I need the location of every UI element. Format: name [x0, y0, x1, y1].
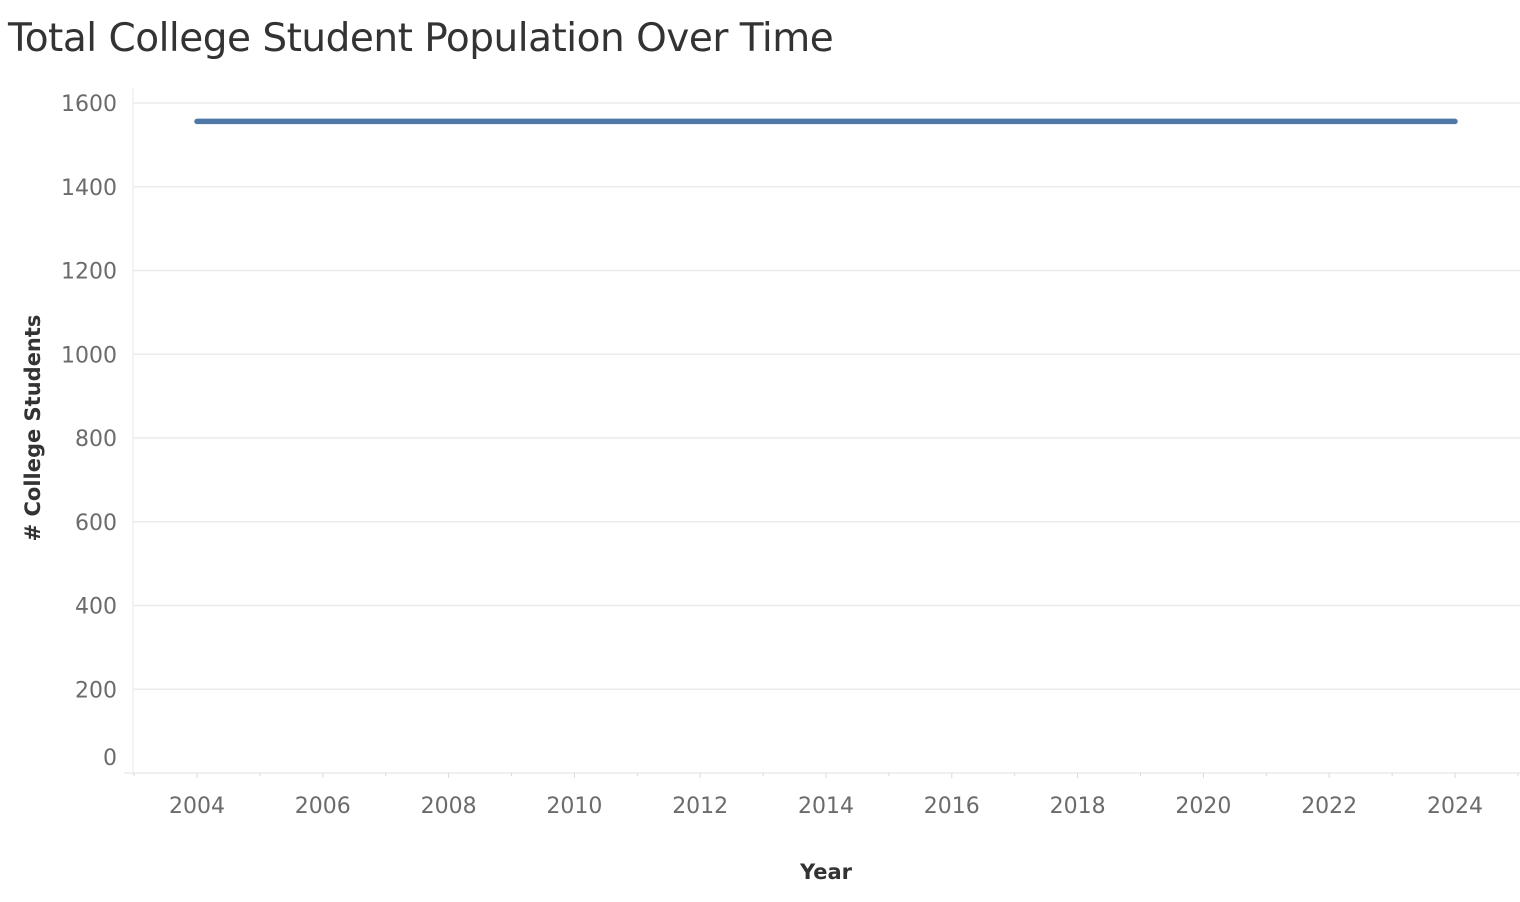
- axes: [124, 88, 1520, 778]
- y-tick-label: 800: [75, 427, 117, 452]
- y-tick-label: 1400: [61, 176, 117, 201]
- y-tick-label: 600: [75, 511, 117, 536]
- x-tick-label: 2022: [1301, 794, 1357, 819]
- y-tick-label: 1200: [61, 260, 117, 285]
- x-tick-label: 2004: [169, 794, 225, 819]
- x-tick-label: 2010: [546, 794, 602, 819]
- x-tick-label: 2008: [421, 794, 477, 819]
- x-tick-label: 2014: [798, 794, 854, 819]
- y-tick-label: 1600: [61, 92, 117, 117]
- x-tick-label: 2024: [1427, 794, 1483, 819]
- gridlines: [133, 102, 1520, 690]
- y-tick-labels: 0 200 400 600 800 1000 1200 1400 1600: [61, 92, 117, 771]
- x-tick-label: 2012: [672, 794, 728, 819]
- x-tick-label: 2006: [295, 794, 351, 819]
- x-tick-label: 2016: [924, 794, 980, 819]
- x-axis-title: Year: [799, 860, 853, 884]
- y-axis-title: # College Students: [21, 315, 45, 542]
- y-tick-label: 200: [75, 678, 117, 703]
- x-tick-label: 2020: [1175, 794, 1231, 819]
- chart-title: Total College Student Population Over Ti…: [8, 16, 834, 61]
- y-tick-label: 400: [75, 595, 117, 620]
- y-tick-label: 1000: [61, 343, 117, 368]
- x-tick-labels: 2004 2006 2008 2010 2012 2014 2016 2018 2020 2022…: [169, 794, 1483, 819]
- x-tick-label: 2018: [1050, 794, 1106, 819]
- y-tick-label: 0: [103, 746, 117, 771]
